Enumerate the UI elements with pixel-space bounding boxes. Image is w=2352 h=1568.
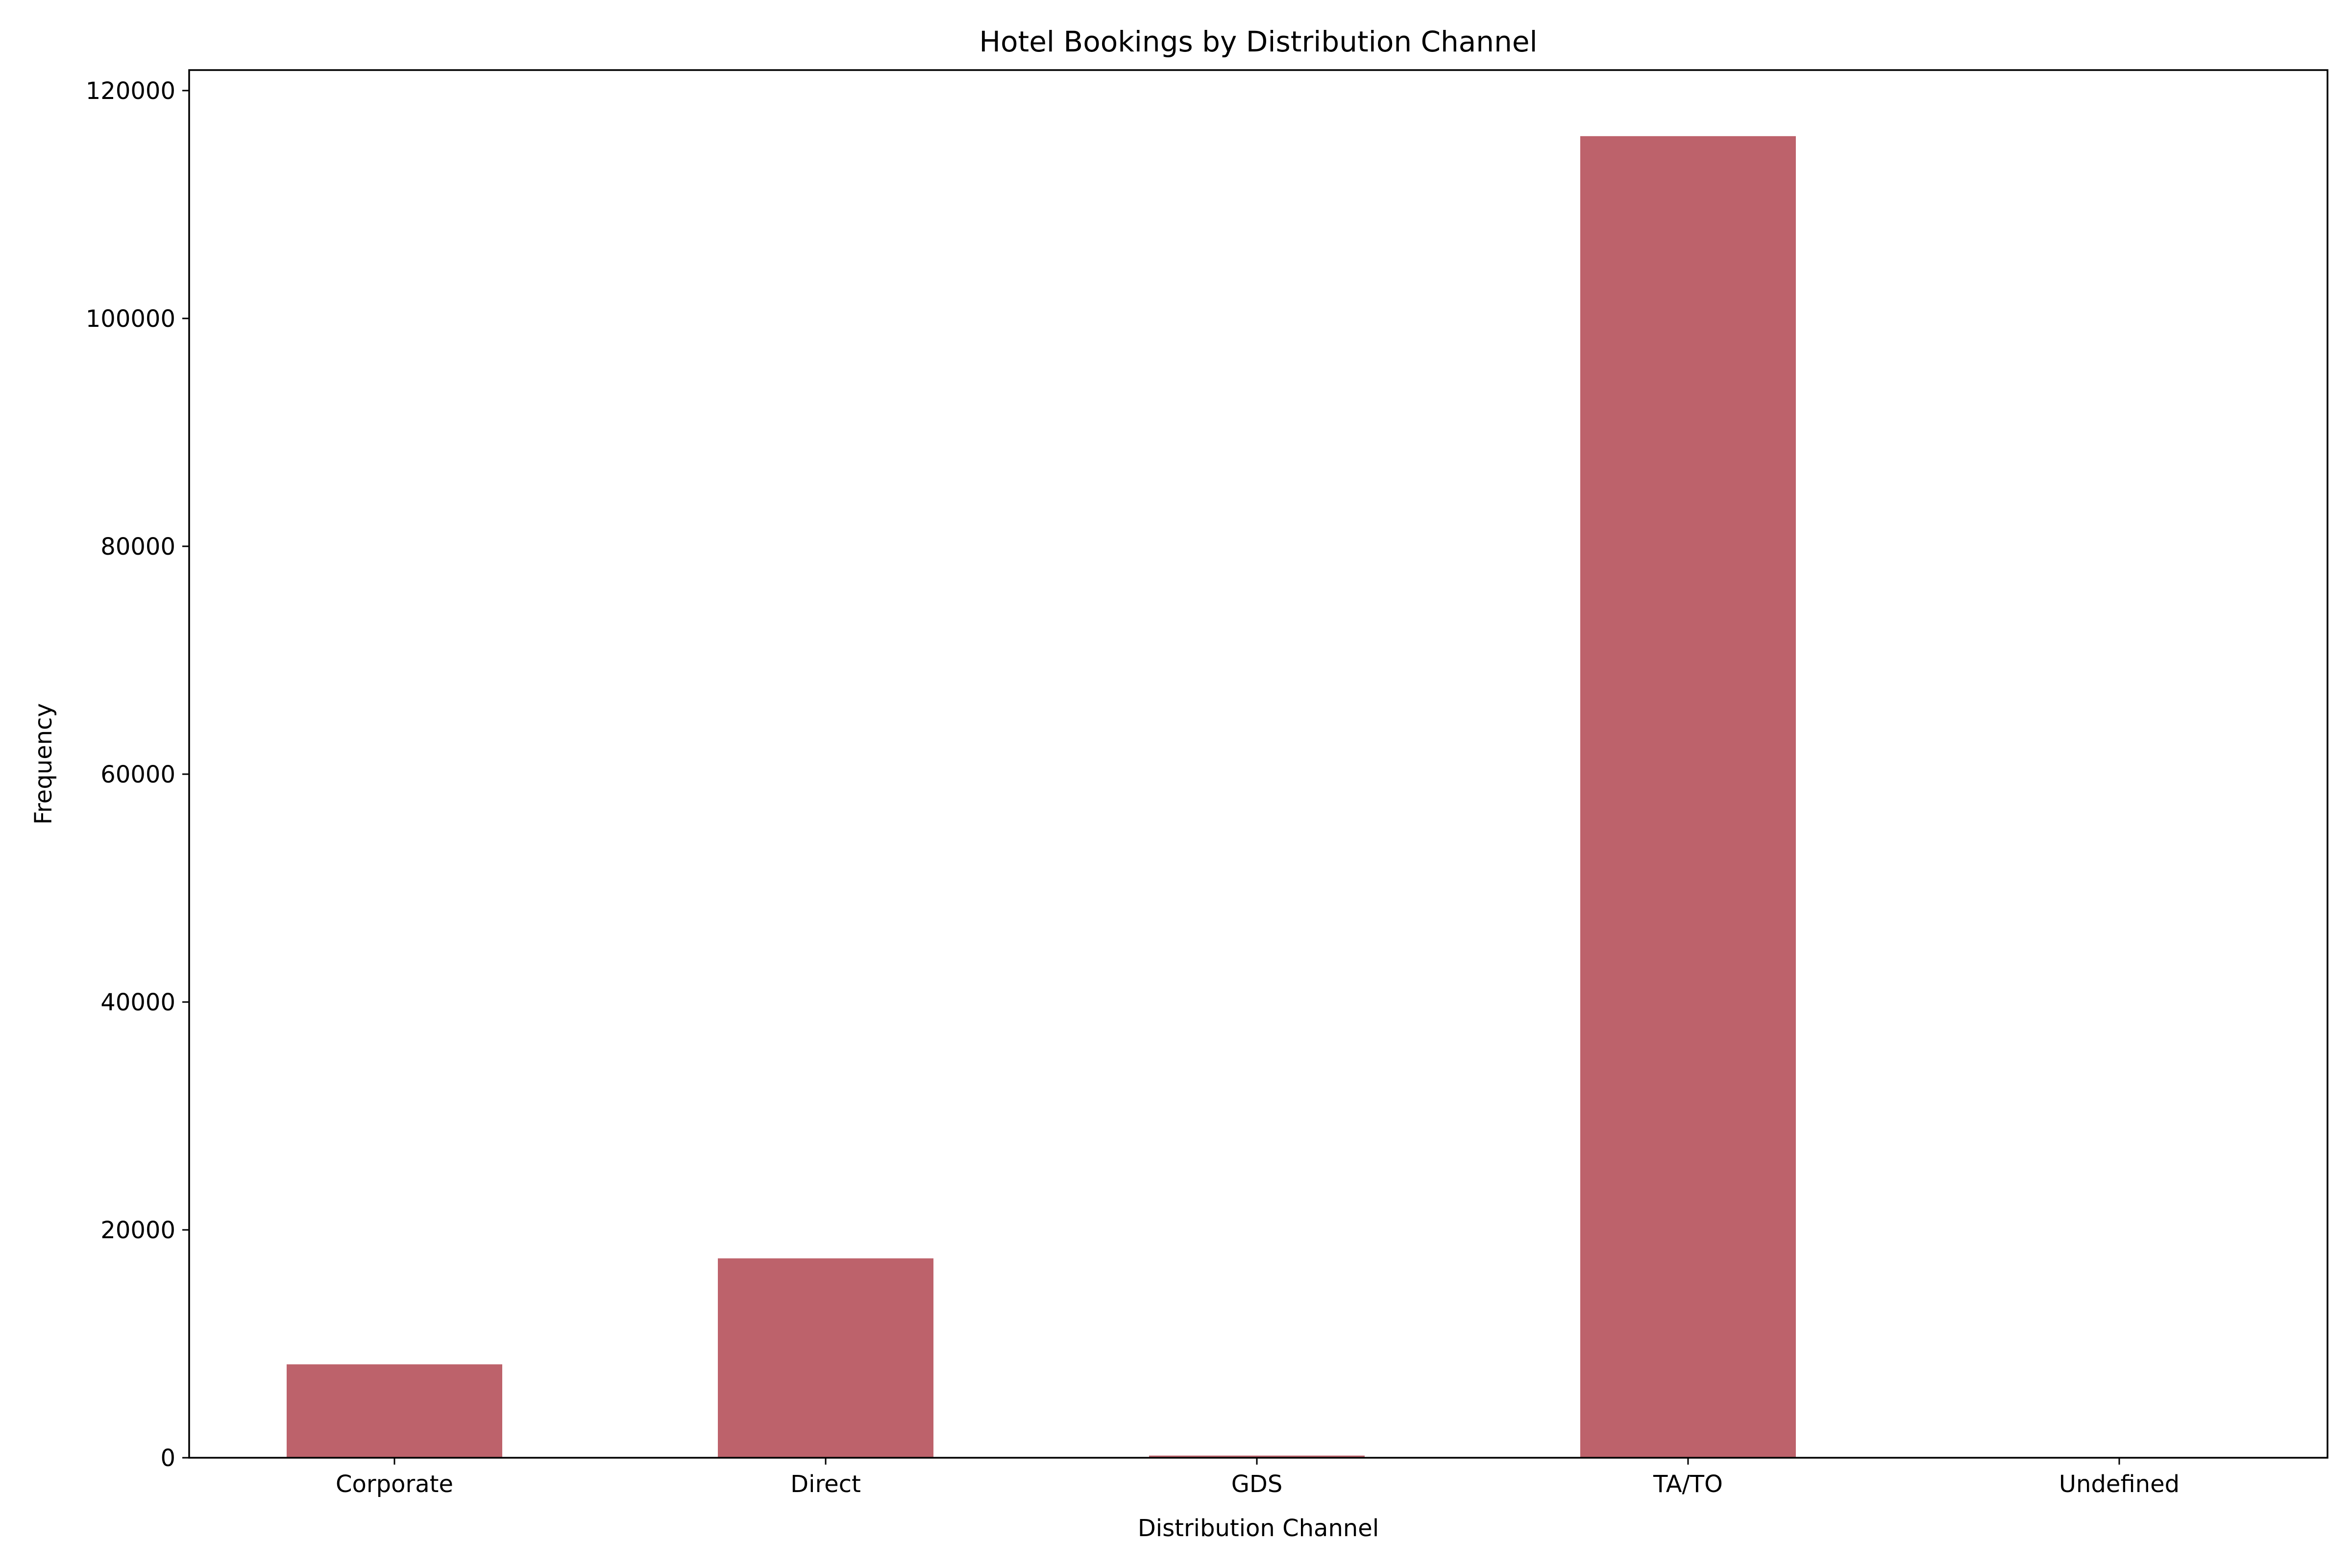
y-axis-label: Frequency [30,703,57,825]
plot-frame [188,69,2328,1459]
bar-gds [1149,1455,1365,1458]
x-axis-label: Distribution Channel [1138,1515,1379,1542]
x-tick-label: TA/TO [1653,1470,1723,1498]
y-axis-ticks: 0 20000 40000 60000 80000 100000 120000 [86,77,189,1472]
bar-ta-to [1580,136,1796,1458]
x-tick-label: Undefined [2059,1470,2180,1498]
bars-group [287,136,2227,1458]
x-axis-ticks: Corporate Direct GDS TA/TO Undefined [336,1458,2180,1498]
bar-direct [718,1258,933,1458]
y-tick-label: 80000 [100,533,175,561]
chart-title: Hotel Bookings by Distribution Channel [979,25,1537,58]
y-tick-label: 60000 [100,761,175,788]
y-tick-label: 0 [160,1445,175,1472]
y-tick-label: 120000 [86,77,175,105]
x-tick-label: Corporate [336,1470,453,1498]
bar-corporate [287,1364,502,1458]
x-tick-label: Direct [790,1470,861,1498]
y-tick-label: 40000 [100,989,175,1016]
y-tick-label: 100000 [86,305,175,333]
x-tick-label: GDS [1231,1470,1283,1498]
y-tick-label: 20000 [100,1217,175,1244]
